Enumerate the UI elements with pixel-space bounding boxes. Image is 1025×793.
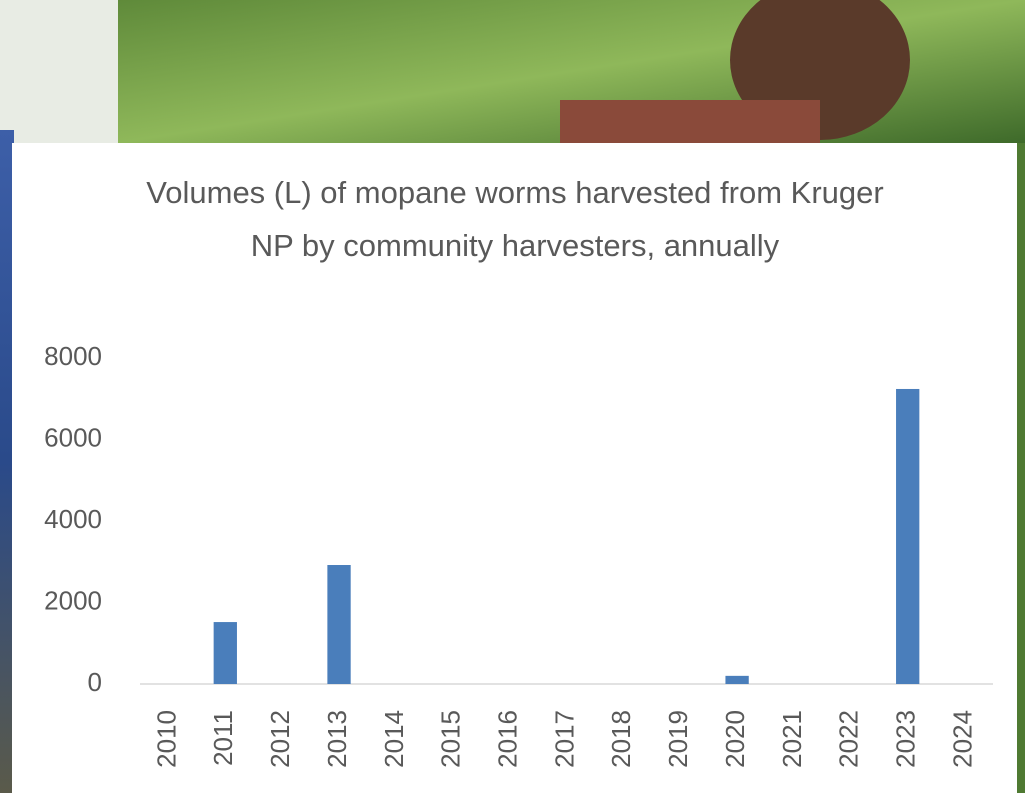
x-tick-label: 2019 bbox=[663, 710, 693, 768]
x-tick-label: 2016 bbox=[493, 710, 523, 768]
bar bbox=[327, 565, 350, 684]
chart-title: Volumes (L) of mopane worms harvested fr… bbox=[130, 166, 900, 272]
x-tick-label: 2020 bbox=[720, 710, 750, 768]
x-tick-label: 2014 bbox=[379, 710, 409, 768]
page: 0 2000 4000 6000 8000 2010 2011 2012 2013 2014 201… bbox=[0, 0, 1025, 793]
bar bbox=[896, 389, 919, 684]
x-tick-label: 2010 bbox=[151, 710, 181, 768]
bar bbox=[214, 622, 237, 684]
y-tick-label: 2000 bbox=[44, 585, 102, 615]
x-tick-label: 2021 bbox=[777, 710, 807, 768]
photo-edge bbox=[0, 130, 14, 793]
x-tick-label: 2018 bbox=[606, 710, 636, 768]
y-tick-label: 6000 bbox=[44, 422, 102, 452]
x-tick-label: 2022 bbox=[834, 710, 864, 768]
photo-figure bbox=[560, 100, 820, 143]
x-tick-label: 2024 bbox=[947, 710, 977, 768]
y-tick-label: 8000 bbox=[44, 341, 102, 371]
x-tick-label: 2011 bbox=[208, 710, 238, 766]
x-tick-label: 2023 bbox=[891, 710, 921, 768]
x-tick-label: 2015 bbox=[436, 710, 466, 768]
x-tick-label: 2012 bbox=[265, 710, 295, 768]
y-tick-label: 0 bbox=[88, 667, 102, 697]
y-tick-label: 4000 bbox=[44, 504, 102, 534]
x-tick-label: 2017 bbox=[549, 710, 579, 768]
bar bbox=[725, 676, 748, 684]
x-tick-label: 2013 bbox=[322, 710, 352, 768]
photo-edge bbox=[1017, 143, 1025, 793]
chart: 0 2000 4000 6000 8000 2010 2011 2012 2013 2014 201… bbox=[0, 0, 1025, 793]
